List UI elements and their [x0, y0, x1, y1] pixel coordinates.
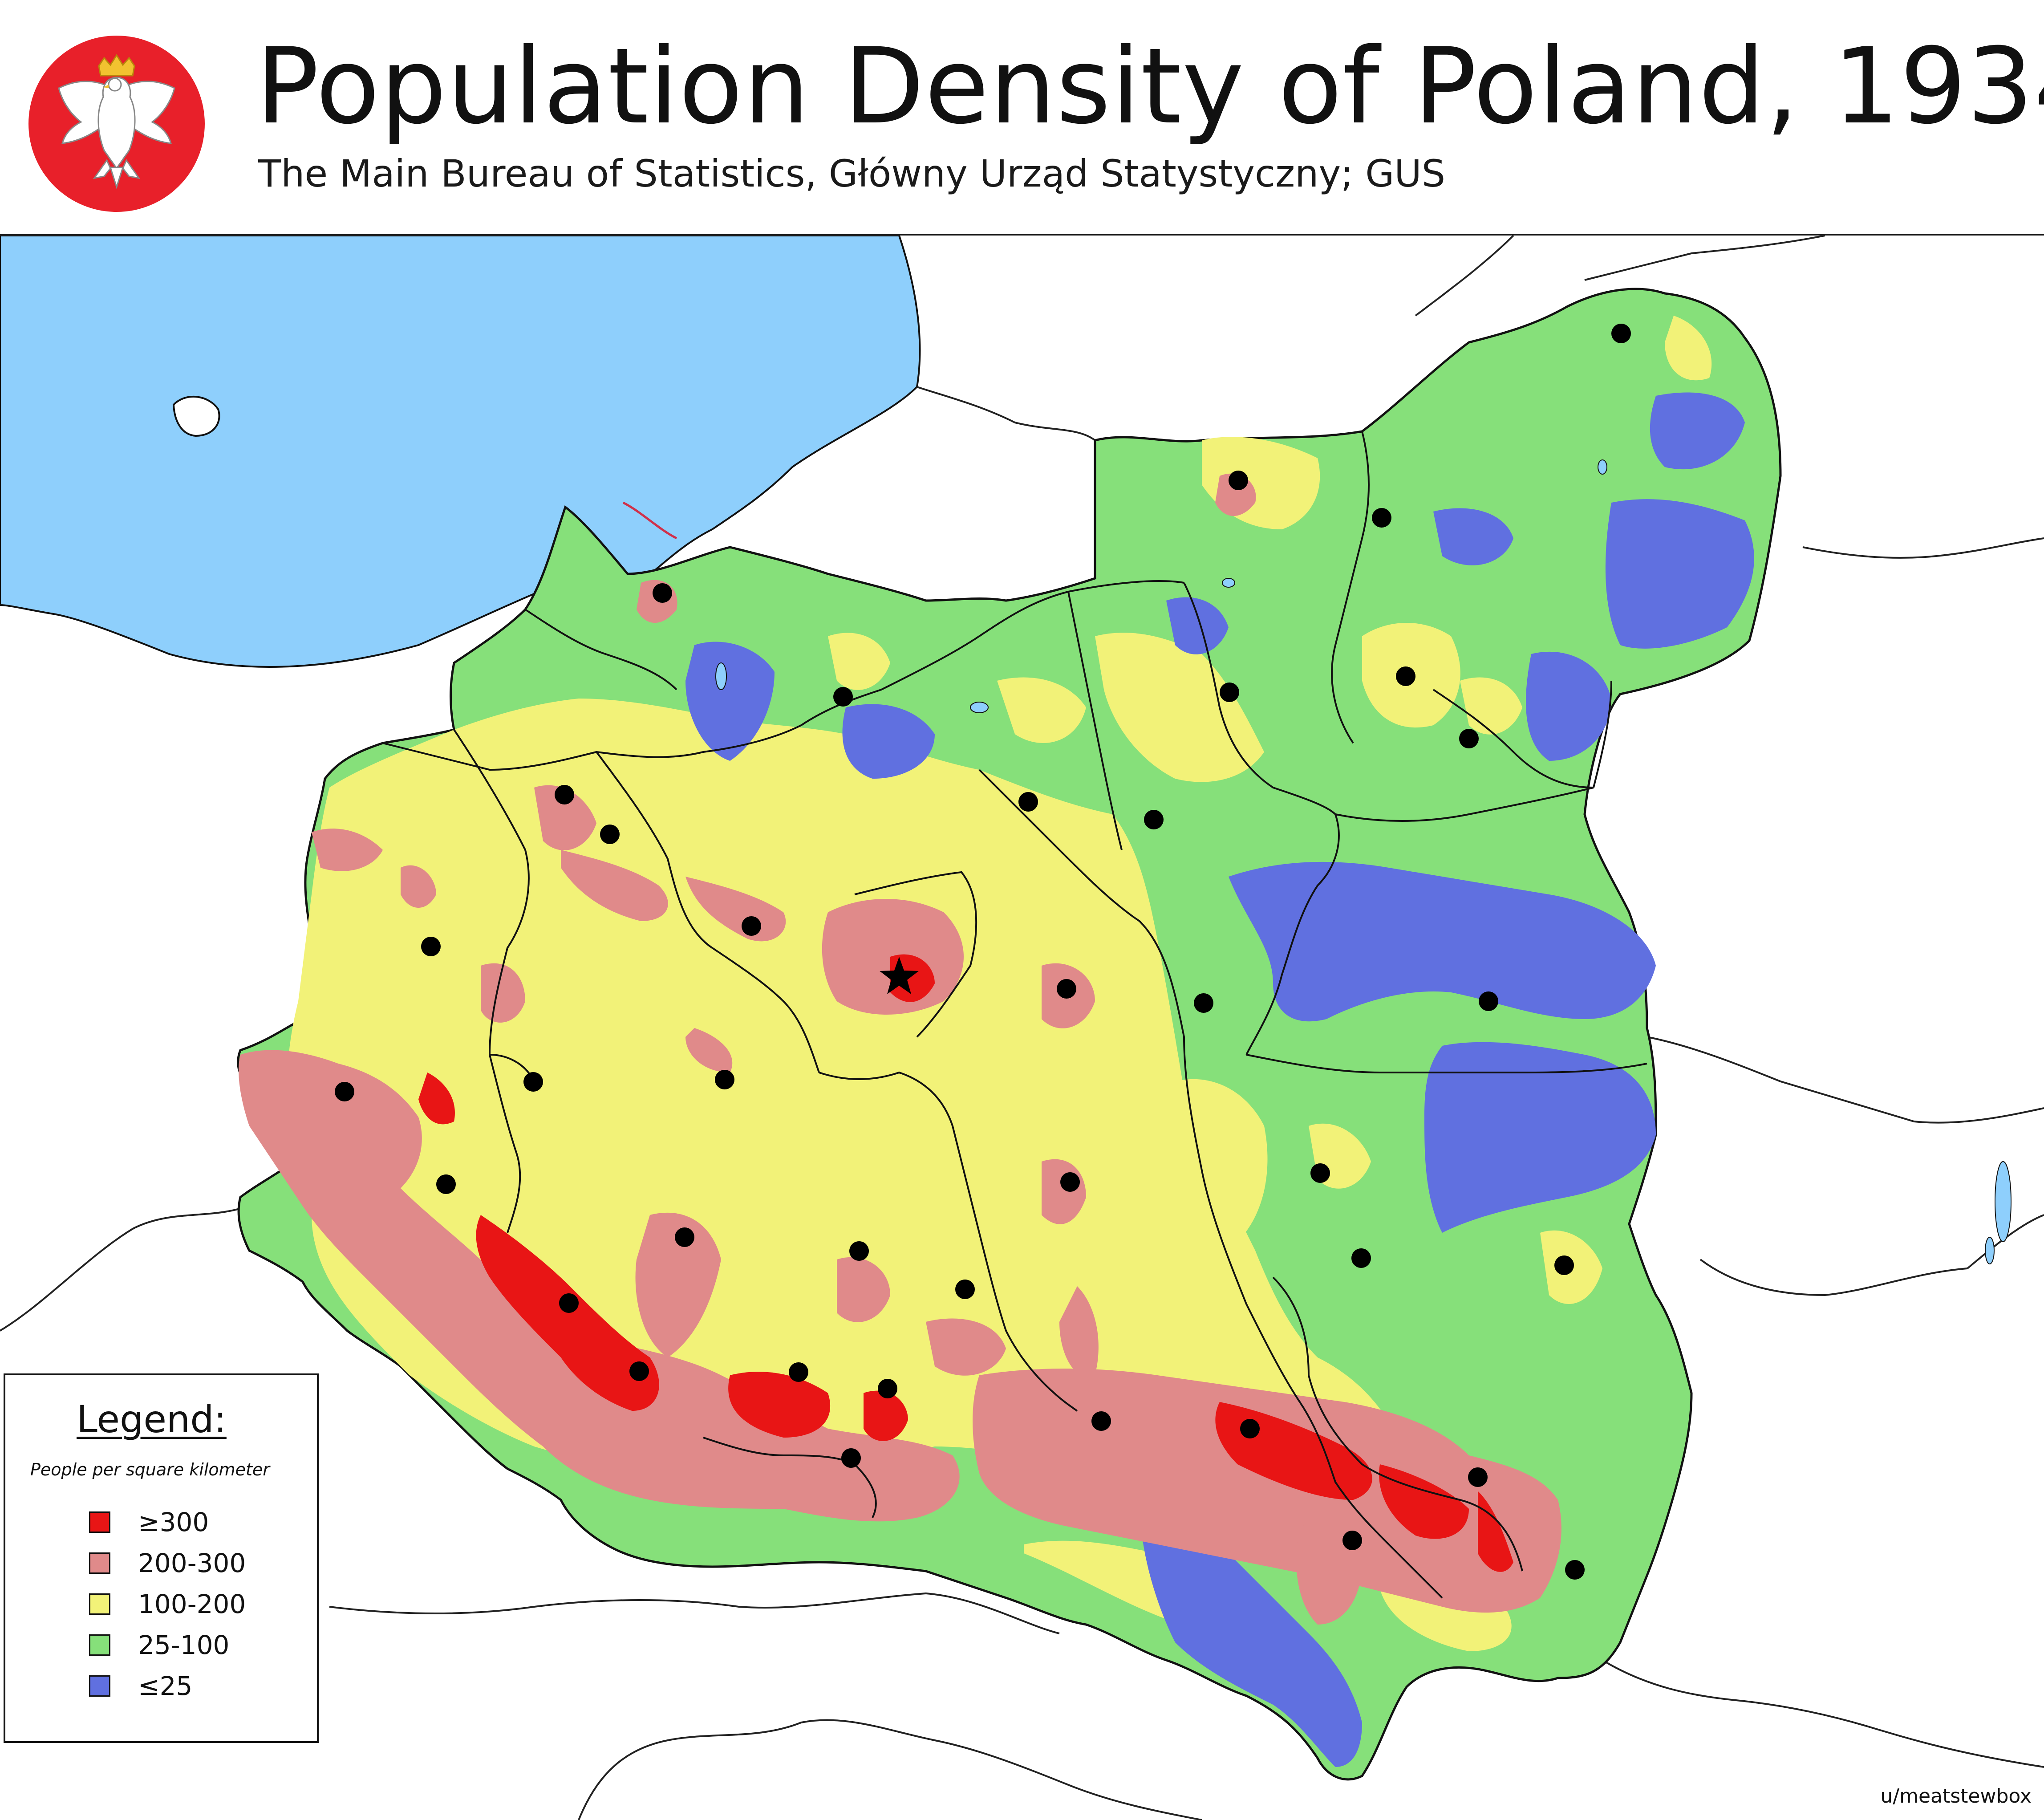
voivodeship-borders	[382, 431, 1647, 1599]
city-dot-icon	[1351, 1248, 1371, 1268]
legend-item: 100-200	[89, 1589, 303, 1619]
legend-label: 200-300	[138, 1548, 246, 1578]
city-dot-icon	[559, 1293, 579, 1313]
city-dot-icon	[1459, 729, 1479, 748]
legend-swatch	[89, 1593, 110, 1615]
legend-label: 25-100	[138, 1630, 230, 1660]
legend-item: ≥300	[89, 1507, 303, 1537]
legend-item: ≤25	[89, 1671, 303, 1701]
density-under-25	[685, 392, 1754, 1767]
legend-swatch	[89, 1634, 110, 1656]
city-dot-icon	[1091, 1411, 1111, 1431]
city-dot-icon	[335, 1082, 354, 1101]
city-dot-icon	[1372, 508, 1391, 528]
author-credit: u/meatstewbox	[1880, 1785, 2032, 1808]
city-dot-icon	[1220, 682, 1239, 702]
legend-swatch	[89, 1511, 110, 1533]
city-dot-icon	[523, 1072, 543, 1092]
header: Population Density of Poland, 1934 The M…	[0, 0, 2044, 235]
legend-label: ≥300	[138, 1507, 209, 1537]
city-dot-icon	[742, 916, 761, 936]
page-title: Population Density of Poland, 1934	[256, 26, 2044, 147]
city-dot-icon	[1240, 1419, 1260, 1438]
city-dot-icon	[1396, 666, 1415, 686]
city-dot-icon	[1611, 324, 1631, 343]
city-dot-icon	[1310, 1163, 1330, 1183]
city-dot-icon	[555, 785, 574, 804]
legend-label: 100-200	[138, 1589, 246, 1619]
city-dot-icon	[841, 1448, 861, 1468]
city-dot-icon	[789, 1362, 808, 1382]
hel-peninsula	[622, 501, 677, 540]
city-dot-icon	[653, 583, 672, 603]
city-dot-icon	[955, 1280, 975, 1299]
city-dot-icon	[600, 825, 620, 844]
legend: Legend: People per square kilometer ≥300…	[4, 1373, 319, 1743]
lakes	[715, 459, 2012, 1264]
density-map	[0, 236, 2044, 1820]
city-dot-icon	[849, 1241, 869, 1261]
legend-swatch	[89, 1675, 110, 1697]
legend-item: 200-300	[89, 1548, 303, 1578]
header-divider	[0, 234, 2044, 236]
city-dot-icon	[833, 687, 853, 707]
neighbour-borders	[0, 236, 2044, 1820]
city-dot-icon	[878, 1379, 897, 1398]
city-dot-icon	[715, 1070, 734, 1089]
bornholm-island	[172, 395, 220, 437]
legend-swatch	[89, 1552, 110, 1574]
polish-eagle-emblem-icon	[28, 36, 205, 212]
city-dot-icon	[1554, 1255, 1574, 1275]
capital-star-icon	[880, 957, 919, 994]
city-dot-icon	[1565, 1560, 1585, 1580]
city-dot-icon	[1194, 993, 1213, 1013]
legend-subtitle: People per square kilometer	[30, 1460, 270, 1479]
page-subtitle: The Main Bureau of Statistics, Główny Ur…	[258, 152, 1446, 195]
city-dot-icon	[436, 1174, 456, 1194]
city-dot-icon	[421, 937, 441, 956]
legend-item: 25-100	[89, 1630, 303, 1660]
cities	[335, 324, 1631, 1580]
city-dot-icon	[1468, 1467, 1488, 1487]
city-dot-icon	[1342, 1531, 1362, 1550]
city-dot-icon	[1229, 471, 1248, 490]
legend-title: Legend:	[77, 1398, 227, 1441]
city-dot-icon	[1057, 979, 1076, 999]
density-200-300	[239, 473, 1561, 1625]
city-dot-icon	[1479, 991, 1498, 1011]
city-dot-icon	[1018, 792, 1038, 812]
city-dot-icon	[629, 1361, 649, 1381]
city-dot-icon	[675, 1227, 694, 1247]
city-dot-icon	[1060, 1172, 1080, 1192]
city-dot-icon	[1144, 810, 1164, 829]
legend-label: ≤25	[138, 1671, 193, 1701]
